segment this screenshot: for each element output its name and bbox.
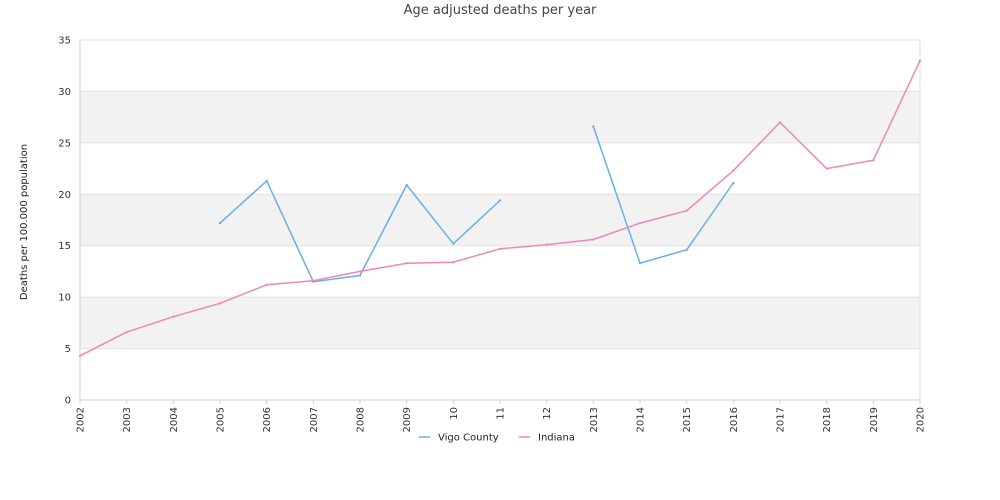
data-point[interactable]	[265, 283, 268, 286]
data-point[interactable]	[545, 243, 548, 246]
data-point[interactable]	[498, 199, 502, 202]
x-tick-label: 2007	[309, 407, 320, 432]
data-point[interactable]	[825, 167, 828, 170]
grid-band	[80, 91, 920, 143]
x-tick-label: 12	[542, 407, 553, 420]
data-point[interactable]	[685, 248, 688, 252]
y-tick-label: 35	[58, 36, 71, 47]
data-point[interactable]	[125, 330, 128, 334]
y-tick-label: 10	[58, 293, 71, 304]
y-tick-label: 20	[58, 190, 71, 201]
y-tick-label: 30	[58, 87, 71, 98]
x-tick-label: 2013	[589, 407, 600, 432]
x-tick-label: 2019	[869, 407, 880, 432]
data-point[interactable]	[732, 169, 735, 172]
x-tick-label: 2003	[122, 407, 133, 432]
x-tick-label: 2015	[682, 407, 693, 432]
legend: Vigo County Indiana	[419, 433, 575, 444]
x-tick-label: 2020	[916, 407, 927, 432]
data-point[interactable]	[452, 242, 455, 245]
data-point[interactable]	[592, 125, 595, 128]
x-tick-label: 2006	[262, 407, 273, 432]
data-point[interactable]	[732, 181, 735, 185]
series-vigo-county	[218, 125, 735, 283]
legend-label[interactable]: Vigo County	[438, 433, 499, 444]
y-tick-label: 5	[65, 344, 71, 355]
x-tick-label: 10	[449, 407, 460, 420]
grid-band	[80, 297, 920, 349]
grid-bands	[80, 91, 920, 349]
y-tick-label: 0	[65, 396, 71, 407]
data-point[interactable]	[872, 159, 875, 162]
data-point[interactable]	[358, 270, 362, 273]
x-tick-label: 2005	[216, 407, 227, 432]
data-point[interactable]	[592, 238, 595, 241]
data-point[interactable]	[312, 279, 315, 282]
chart-title: Age adjusted deaths per year	[403, 3, 597, 18]
data-point[interactable]	[918, 59, 922, 62]
legend-label[interactable]: Indiana	[538, 433, 575, 444]
series-indiana	[78, 59, 922, 357]
data-point[interactable]	[778, 121, 782, 124]
data-point[interactable]	[218, 221, 222, 225]
data-point[interactable]	[172, 315, 175, 318]
x-tick-label: 2016	[729, 407, 740, 432]
x-tick-label: 2008	[356, 407, 367, 432]
data-point[interactable]	[405, 183, 408, 187]
x-tick-label: 2004	[169, 407, 180, 432]
y-tick-label: 25	[58, 138, 71, 149]
x-tick-label: 11	[496, 407, 507, 420]
data-point[interactable]	[638, 221, 642, 225]
data-point[interactable]	[78, 354, 82, 357]
x-tick-label: 2002	[76, 407, 87, 432]
y-axis-ticks: 0 5 10 15 20 25 30 35	[58, 36, 71, 407]
x-tick-label: 2009	[402, 407, 413, 432]
data-point[interactable]	[405, 262, 408, 265]
y-axis-label: Deaths per 100.000 population	[19, 144, 30, 300]
y-tick-label: 15	[58, 241, 71, 252]
x-tick-label: 2014	[636, 407, 647, 432]
data-point[interactable]	[685, 209, 688, 212]
x-axis-ticks: 2002 2003 2004 2005 2006 2007 2008 2009 10 11 12 20…	[76, 400, 927, 432]
grid-band	[80, 194, 920, 246]
data-point[interactable]	[218, 302, 222, 305]
series-group	[78, 59, 922, 357]
data-point[interactable]	[265, 179, 268, 183]
data-point[interactable]	[358, 274, 362, 277]
data-point[interactable]	[452, 260, 455, 264]
x-tick-label: 2017	[776, 407, 787, 432]
data-point[interactable]	[638, 262, 642, 265]
series-line	[592, 126, 734, 264]
x-tick-label: 2018	[822, 407, 833, 432]
data-point[interactable]	[498, 247, 502, 250]
